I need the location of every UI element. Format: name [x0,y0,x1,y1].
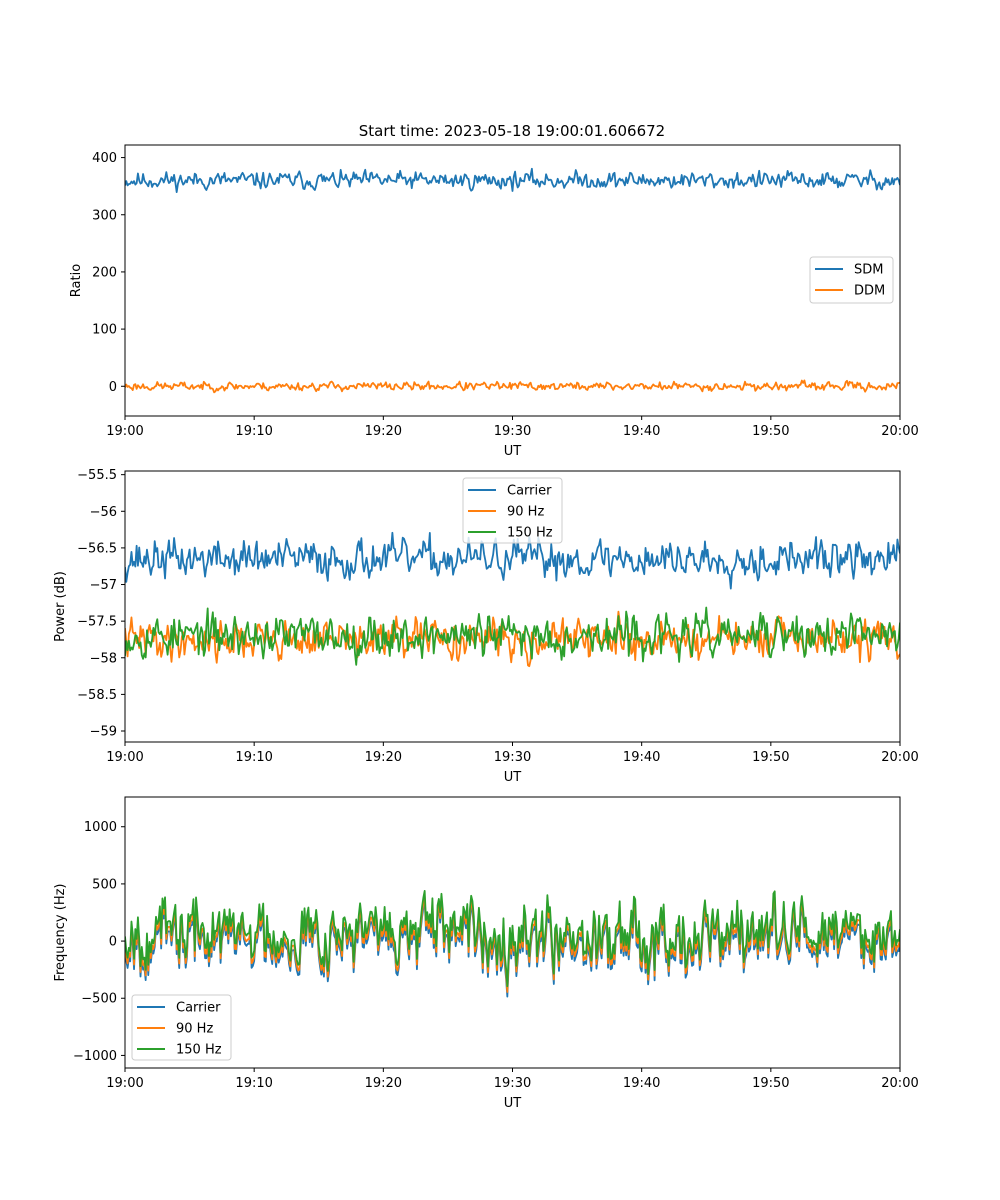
legend-label-sdm: SDM [854,263,883,278]
x-tick-label: 19:00 [106,424,143,439]
x-tick-label: 19:10 [235,424,272,439]
x-tick-label: 19:10 [235,1076,272,1091]
legend: SDM DDM [809,256,894,304]
y-tick-label: −1000 [73,1049,117,1064]
x-tick-label: 19:20 [365,424,402,439]
x-tick-label: 19:40 [623,424,660,439]
legend-label-150-hz: 150 Hz [507,526,553,541]
frequency-panel: 19:00 19:10 19:20 19:30 19:40 19:50 20:00 1000 5… [53,796,919,1111]
y-tick-label: 100 [92,323,117,338]
series-line-150-hz [125,606,900,666]
series-line-ddm [125,379,900,394]
x-tick-label: 20:00 [881,1076,918,1091]
y-tick-label: 400 [92,151,117,166]
x-tick-label: 19:50 [752,750,789,765]
y-tick-label: 200 [92,265,117,280]
legend-box [131,994,232,1061]
ratio-panel: 19:00 19:10 19:20 19:30 19:40 19:50 20:00 0 100 2… [69,144,919,459]
x-tick-label: 19:10 [235,750,272,765]
y-axis-label: Frequency (Hz) [53,883,68,981]
series-line-150-hz [125,890,900,988]
x-tick-label: 19:20 [365,1076,402,1091]
y-tick-label: −57.5 [77,615,117,630]
legend-label-ddm: DDM [854,284,885,299]
x-tick-label: 19:20 [365,750,402,765]
series-line-sdm [125,167,900,194]
y-axis-label: Ratio [69,264,84,297]
x-tick-label: 19:40 [623,1076,660,1091]
series-line-carrier [125,531,900,590]
y-tick-label: −56 [90,505,117,520]
legend-label-carrier: Carrier [176,1001,221,1016]
x-tick-label: 19:40 [623,750,660,765]
x-tick-label: 19:00 [106,750,143,765]
x-tick-label: 19:30 [494,750,531,765]
legend-label-150-hz: 150 Hz [176,1043,222,1058]
legend-label-90-hz: 90 Hz [176,1022,213,1037]
legend-label-carrier: Carrier [507,484,552,499]
y-tick-label: 0 [109,380,117,395]
x-axis-label: UT [504,770,522,785]
y-tick-label: −500 [81,992,117,1007]
y-tick-label: −58 [90,651,117,666]
x-axis-label: UT [504,444,522,459]
y-tick-label: −55.5 [77,468,117,483]
y-tick-label: −59 [90,725,117,740]
figure-title: Start time: 2023-05-18 19:00:01.606672 [359,122,665,140]
y-tick-label: 300 [92,208,117,223]
x-tick-label: 19:30 [494,1076,531,1091]
x-tick-label: 19:30 [494,424,531,439]
legend: Carrier 90 Hz 150 Hz [462,477,563,544]
legend-label-90-hz: 90 Hz [507,505,544,520]
y-tick-label: −56.5 [77,541,117,556]
legend-box [462,477,563,544]
y-tick-label: 0 [109,935,117,950]
y-tick-label: −58.5 [77,688,117,703]
legend: Carrier 90 Hz 150 Hz [131,994,232,1061]
x-axis-label: UT [504,1096,522,1111]
x-tick-label: 19:00 [106,1076,143,1091]
y-tick-label: 1000 [84,820,117,835]
y-tick-label: −57 [90,578,117,593]
y-tick-label: 500 [92,877,117,892]
x-tick-label: 19:50 [752,1076,789,1091]
power-panel: 19:00 19:10 19:20 19:30 19:40 19:50 20:00 −55.5… [53,468,919,785]
x-tick-label: 20:00 [881,424,918,439]
y-axis-label: Power (dB) [53,571,68,642]
x-tick-label: 20:00 [881,750,918,765]
x-tick-label: 19:50 [752,424,789,439]
